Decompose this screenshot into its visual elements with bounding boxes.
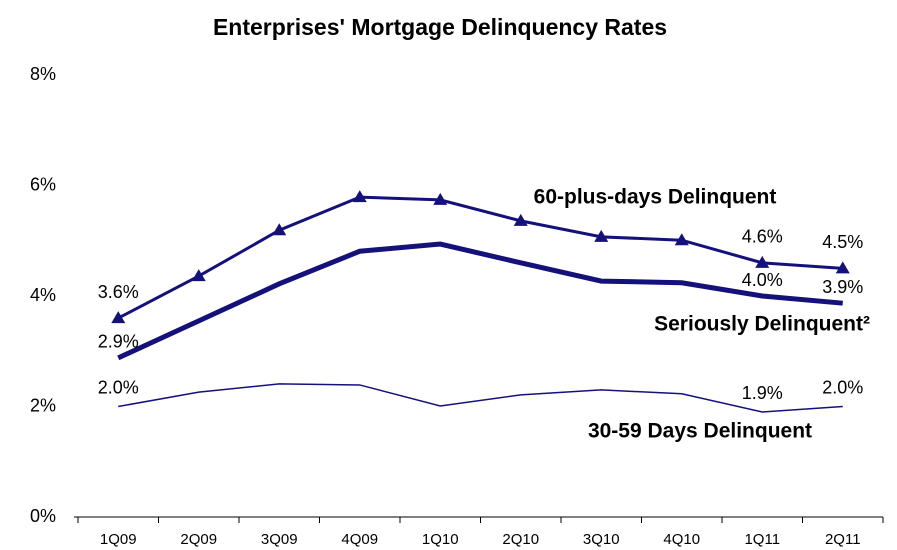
data-label: 2.0% [98, 377, 139, 397]
data-label: 4.6% [742, 227, 783, 247]
data-label: 1.9% [742, 383, 783, 403]
point-marker [352, 190, 367, 203]
data-label: 3.6% [98, 282, 139, 302]
x-tick-label: 4Q09 [341, 531, 378, 548]
chart-title: Enterprises' Mortgage Delinquency Rates [213, 14, 667, 40]
data-label: 2.9% [98, 332, 139, 352]
x-tick-label: 3Q10 [583, 531, 620, 548]
series-label: Seriously Delinquent² [654, 313, 870, 336]
y-tick-label: 8% [30, 64, 56, 84]
point-marker [272, 223, 287, 236]
point-marker [111, 311, 126, 324]
point-marker [835, 261, 850, 274]
x-tick-label: 1Q11 [744, 531, 780, 548]
data-label: 3.9% [822, 277, 863, 297]
x-tick-label: 4Q10 [663, 531, 700, 548]
x-tick-label: 3Q09 [261, 531, 298, 548]
series-line [117, 195, 843, 320]
data-label: 2.0% [822, 377, 863, 397]
x-tick-label: 2Q11 [825, 531, 861, 548]
point-marker [191, 269, 206, 282]
series-label: 60-plus-days Delinquent [534, 186, 777, 209]
point-marker [433, 192, 448, 205]
y-tick-label: 4% [30, 285, 56, 305]
point-marker [674, 233, 689, 246]
x-tick-label: 1Q10 [422, 531, 459, 548]
point-marker [594, 229, 609, 242]
y-tick-label: 2% [30, 395, 56, 415]
point-marker [755, 255, 770, 268]
point-marker [513, 213, 528, 226]
x-tick-label: 1Q09 [100, 531, 137, 548]
series-label: 30-59 Days Delinquent [588, 420, 812, 443]
y-tick-label: 0% [30, 506, 56, 526]
series-line [117, 241, 843, 361]
series-line [118, 383, 843, 413]
data-label: 4.5% [822, 232, 863, 252]
data-label: 4.0% [742, 270, 783, 290]
x-tick-label: 2Q10 [502, 531, 539, 548]
x-tick-label: 2Q09 [180, 531, 217, 548]
y-tick-label: 6% [30, 174, 56, 194]
